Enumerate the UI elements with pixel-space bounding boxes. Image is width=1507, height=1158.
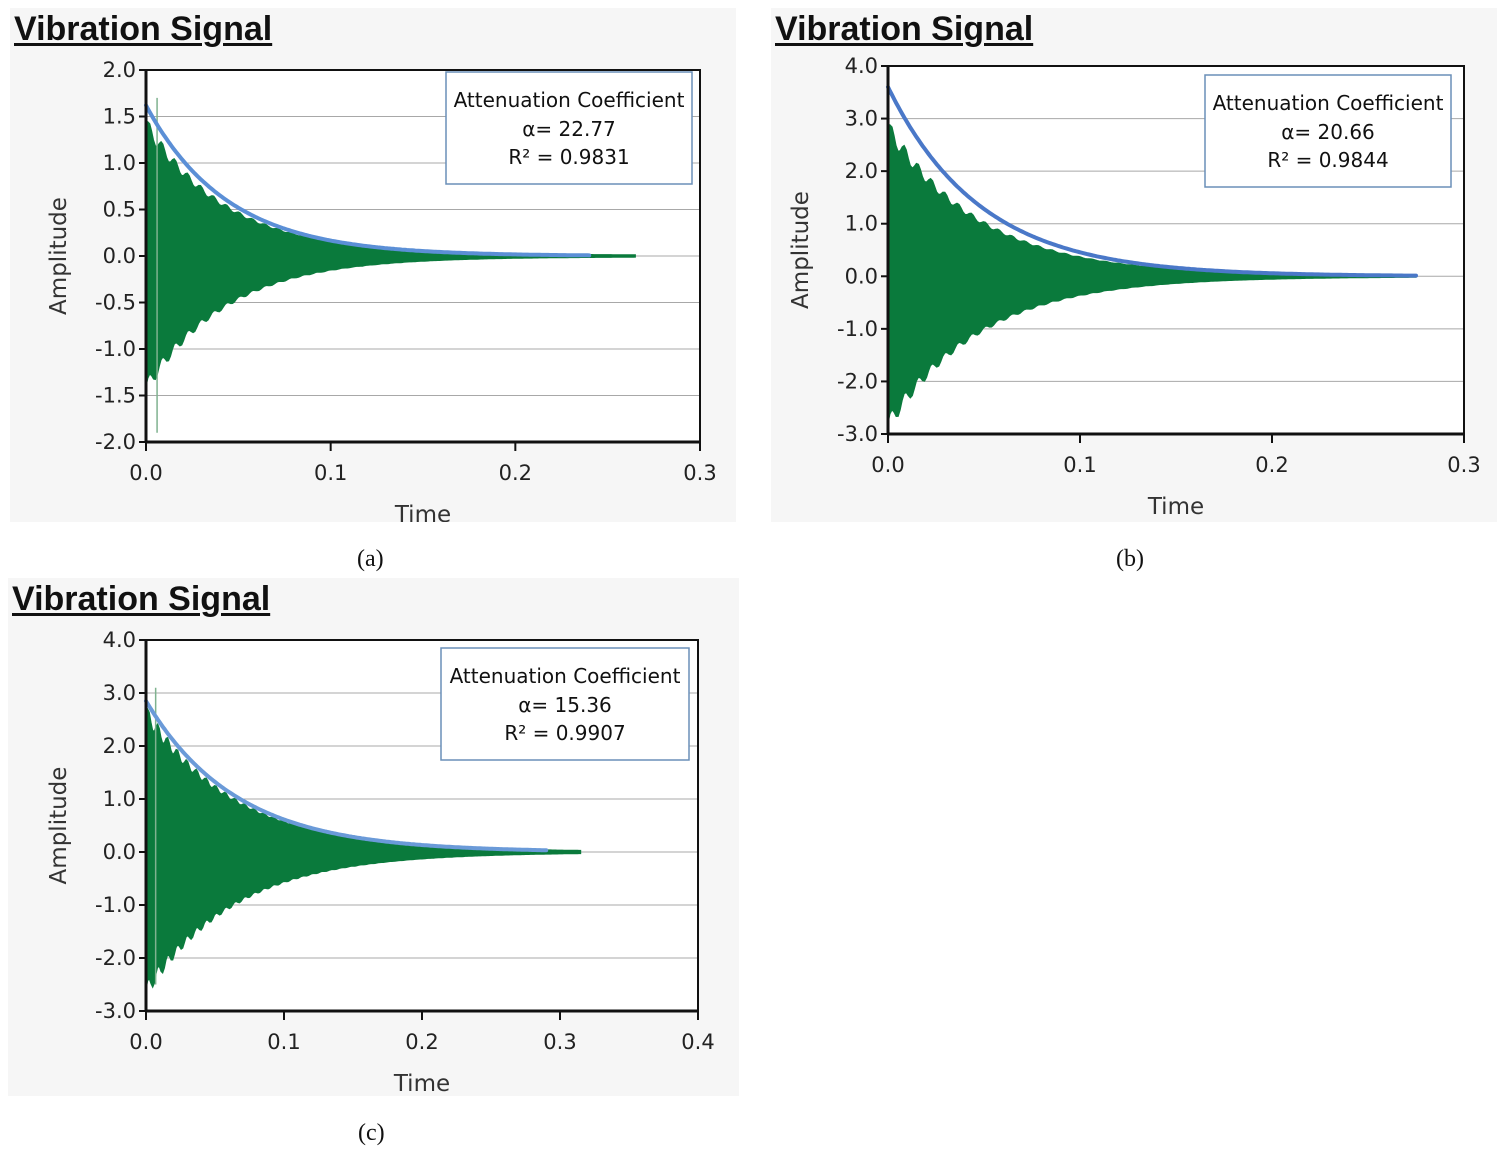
x-tick-label: 0.2 bbox=[499, 461, 532, 485]
legend-alpha: α= 22.77 bbox=[522, 117, 616, 141]
legend-box bbox=[1204, 74, 1452, 188]
signal-envelope bbox=[145, 120, 636, 388]
legend-r2: R² = 0.9844 bbox=[1267, 148, 1388, 172]
legend-box bbox=[440, 647, 690, 761]
x-tick-label: 0.2 bbox=[1255, 453, 1288, 477]
y-tick-label: 0.0 bbox=[103, 840, 136, 864]
y-axis-title: Amplitude bbox=[46, 197, 72, 315]
x-tick-label: 0.3 bbox=[543, 1030, 576, 1054]
x-axis-title: Time bbox=[393, 1071, 450, 1096]
x-axis-title: Time bbox=[1147, 494, 1204, 520]
legend-alpha: α= 15.36 bbox=[518, 693, 612, 717]
chart-panel-c: Vibration Signal 4.0 3.0 2.0 1.0 0.0 -1.0 -2.0… bbox=[8, 578, 739, 1096]
chart-b: 4.0 3.0 2.0 1.0 0.0 -1.0 -2.0 -3.0 0.0 0.1 0.2 0.3 T… bbox=[788, 54, 1481, 520]
y-tick-label: -2.0 bbox=[95, 430, 136, 454]
y-tick-label: 4.0 bbox=[845, 54, 878, 78]
legend-title: Attenuation Coefficient bbox=[454, 88, 685, 112]
legend-r2: R² = 0.9831 bbox=[508, 145, 629, 169]
legend-alpha: α= 20.66 bbox=[1281, 120, 1375, 144]
x-tick-label: 0.1 bbox=[314, 461, 347, 485]
y-tick-label: 4.0 bbox=[103, 628, 136, 652]
legend-box bbox=[445, 71, 693, 185]
y-tick-label: -1.0 bbox=[837, 317, 878, 341]
chart-title: Vibration Signal bbox=[775, 10, 1034, 48]
y-axis-title: Amplitude bbox=[46, 767, 72, 885]
caption-b: (b) bbox=[1116, 546, 1144, 572]
y-tick-label: -3.0 bbox=[837, 422, 878, 446]
y-tick-label: 1.0 bbox=[103, 787, 136, 811]
y-tick-label: -2.0 bbox=[95, 946, 136, 970]
y-tick-label: -1.0 bbox=[95, 893, 136, 917]
caption-c: (c) bbox=[358, 1120, 385, 1146]
y-tick-label: 1.0 bbox=[845, 212, 878, 236]
x-tick-label: 0.1 bbox=[1063, 453, 1096, 477]
x-tick-label: 0.3 bbox=[683, 461, 716, 485]
y-tick-label: -1.0 bbox=[95, 337, 136, 361]
y-tick-label: 0.0 bbox=[845, 264, 878, 288]
caption-a: (a) bbox=[357, 546, 384, 572]
y-tick-label: -3.0 bbox=[95, 999, 136, 1023]
y-tick-label: 3.0 bbox=[103, 681, 136, 705]
x-tick-label: 0.1 bbox=[267, 1030, 300, 1054]
chart-a: 2.0 1.5 1.0 0.5 0.0 -0.5 -1.0 -1.5 -2.0 0.0 0.1 0.2… bbox=[46, 58, 717, 522]
y-axis-title: Amplitude bbox=[788, 191, 814, 309]
fit-curve bbox=[144, 699, 549, 853]
y-tick-label: 0.5 bbox=[103, 198, 136, 222]
legend-r2: R² = 0.9907 bbox=[504, 721, 625, 745]
x-tick-label: 0.2 bbox=[405, 1030, 438, 1054]
x-axis-title: Time bbox=[394, 502, 451, 522]
y-tick-label: 1.5 bbox=[103, 105, 136, 129]
y-tick-label: -2.0 bbox=[837, 369, 878, 393]
y-tick-label: 2.0 bbox=[103, 734, 136, 758]
x-tick-label: 0.0 bbox=[871, 453, 904, 477]
x-tick-label: 0.0 bbox=[129, 461, 162, 485]
chart-c: 4.0 3.0 2.0 1.0 0.0 -1.0 -2.0 -3.0 0.0 0.1 0.2 0.3 0… bbox=[46, 628, 715, 1096]
chart-title: Vibration Signal bbox=[14, 10, 273, 48]
y-tick-label: 3.0 bbox=[845, 107, 878, 131]
y-tick-label: 0.0 bbox=[103, 244, 136, 268]
fit-curve bbox=[886, 85, 1418, 278]
chart-panel-b: Vibration Signal 4.0 3.0 2.0 1.0 0.0 -1.0 -2.0… bbox=[771, 8, 1497, 522]
y-tick-label: 2.0 bbox=[845, 159, 878, 183]
chart-panel-a: Vibration Signal 2.0 1.5 1.0 0.5 0.0 -0.5 -1.0… bbox=[10, 8, 736, 522]
fit-curve bbox=[144, 103, 592, 258]
y-tick-label: 2.0 bbox=[103, 58, 136, 82]
chart-title: Vibration Signal bbox=[12, 580, 271, 618]
legend-title: Attenuation Coefficient bbox=[450, 664, 681, 688]
x-tick-label: 0.0 bbox=[129, 1030, 162, 1054]
legend-title: Attenuation Coefficient bbox=[1213, 91, 1444, 115]
x-tick-label: 0.4 bbox=[681, 1030, 714, 1054]
y-tick-label: -0.5 bbox=[95, 291, 136, 315]
y-tick-label: -1.5 bbox=[95, 384, 136, 408]
y-tick-label: 1.0 bbox=[103, 151, 136, 175]
x-tick-label: 0.3 bbox=[1447, 453, 1480, 477]
